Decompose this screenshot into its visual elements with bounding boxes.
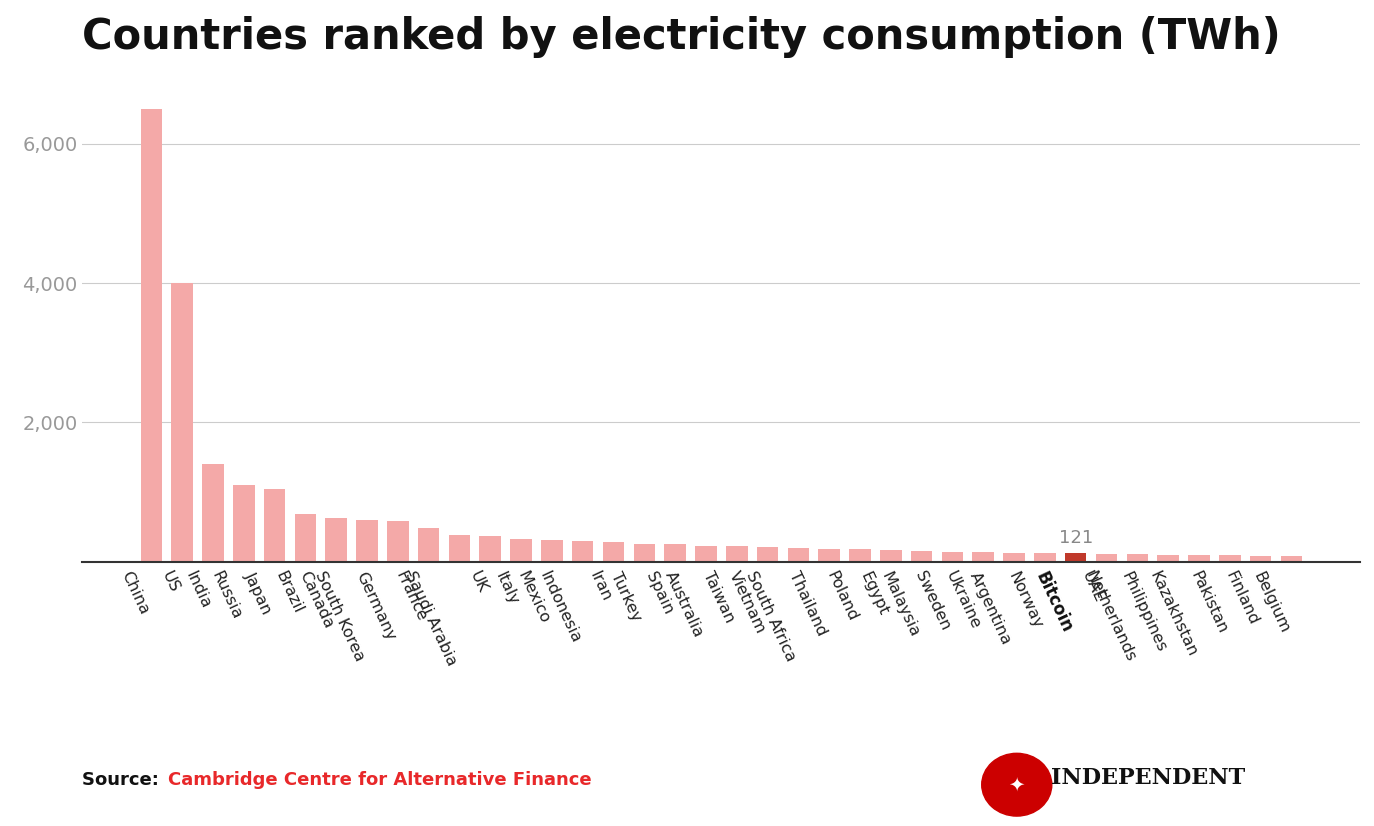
Ellipse shape bbox=[981, 753, 1052, 816]
Bar bbox=[572, 542, 594, 562]
Text: Cambridge Centre for Alternative Finance: Cambridge Centre for Alternative Finance bbox=[168, 771, 591, 789]
Bar bbox=[172, 283, 192, 562]
Bar bbox=[1003, 553, 1025, 562]
Bar bbox=[1189, 555, 1209, 562]
Bar bbox=[1281, 556, 1303, 562]
Bar bbox=[695, 546, 717, 562]
Bar bbox=[633, 544, 655, 562]
Text: Source:: Source: bbox=[82, 771, 165, 789]
Bar bbox=[665, 544, 686, 562]
Bar bbox=[418, 529, 440, 562]
Bar bbox=[234, 485, 254, 562]
Bar bbox=[480, 536, 502, 562]
Bar bbox=[1095, 553, 1117, 562]
Bar bbox=[510, 539, 532, 562]
Bar bbox=[1219, 555, 1241, 562]
Bar bbox=[819, 548, 840, 562]
Bar bbox=[326, 518, 348, 562]
Bar bbox=[140, 109, 162, 562]
Bar bbox=[1250, 556, 1271, 562]
Bar bbox=[1157, 555, 1179, 562]
Bar bbox=[356, 520, 378, 562]
Bar bbox=[1065, 553, 1087, 562]
Bar bbox=[541, 540, 563, 562]
Text: 121: 121 bbox=[1058, 529, 1092, 547]
Bar bbox=[757, 547, 778, 562]
Bar bbox=[1127, 554, 1149, 562]
Bar bbox=[879, 550, 901, 562]
Bar bbox=[202, 464, 224, 562]
Bar bbox=[1035, 553, 1055, 562]
Bar bbox=[387, 521, 408, 562]
Bar bbox=[725, 546, 747, 562]
Bar bbox=[941, 552, 963, 562]
Bar bbox=[911, 551, 933, 562]
Text: Countries ranked by electricity consumption (TWh): Countries ranked by electricity consumpt… bbox=[82, 17, 1281, 59]
Bar bbox=[449, 534, 470, 562]
Bar bbox=[603, 542, 624, 562]
Bar bbox=[264, 489, 286, 562]
Bar bbox=[294, 515, 316, 562]
Bar bbox=[787, 548, 809, 562]
Text: INDEPENDENT: INDEPENDENT bbox=[1051, 767, 1245, 789]
Bar bbox=[849, 549, 871, 562]
Text: ✦: ✦ bbox=[1009, 775, 1025, 795]
Bar bbox=[973, 553, 993, 562]
